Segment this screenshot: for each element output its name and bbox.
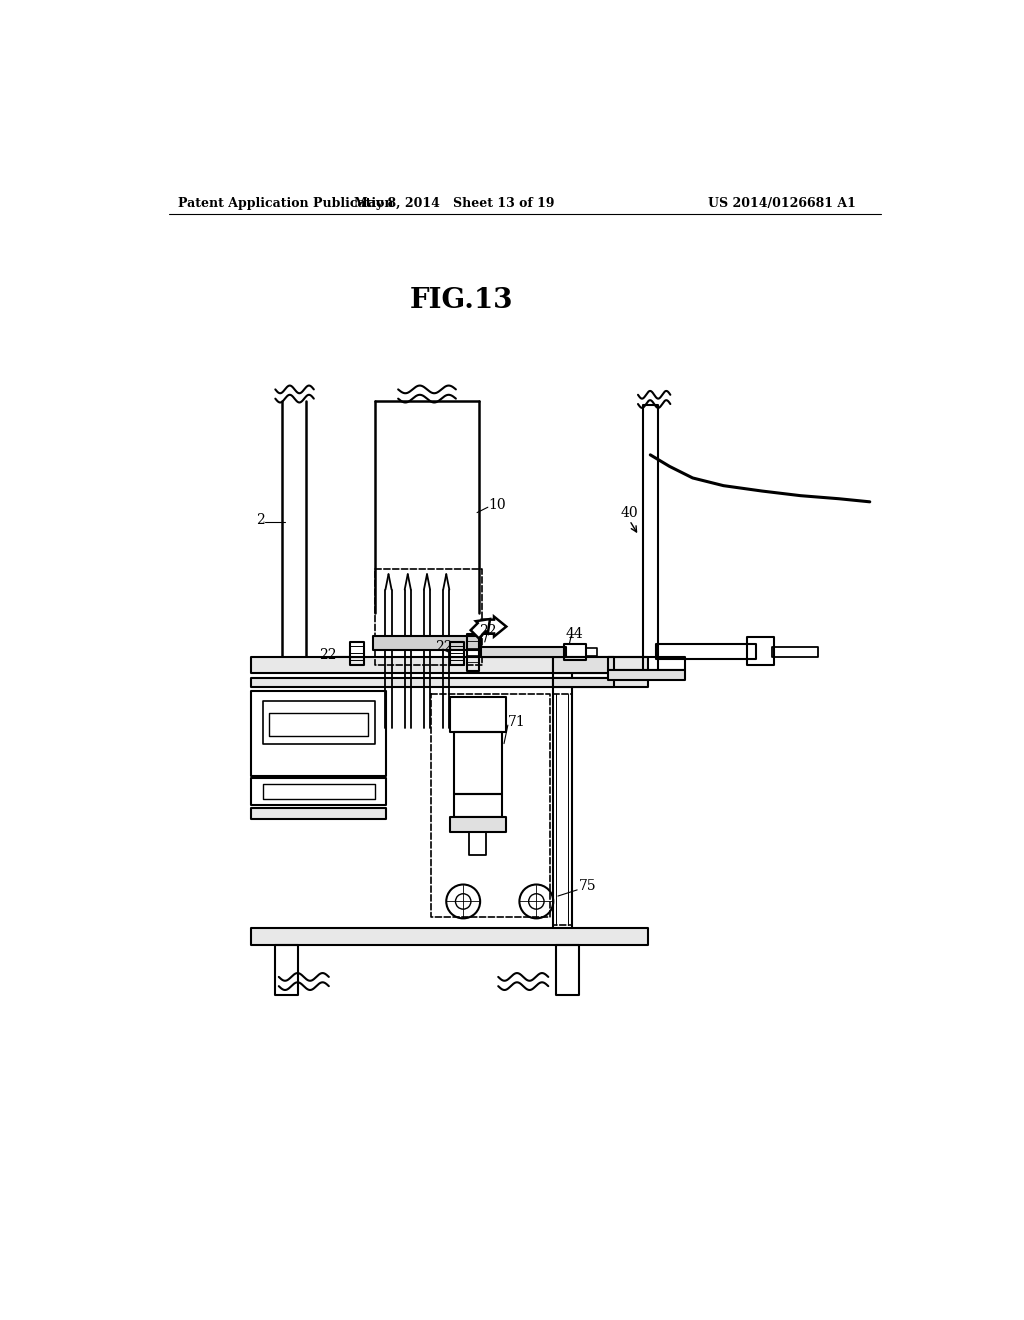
Text: 44: 44 xyxy=(565,627,584,642)
Bar xyxy=(553,657,614,673)
Bar xyxy=(269,713,368,737)
Text: 71: 71 xyxy=(508,715,525,729)
Bar xyxy=(553,693,571,924)
Text: 40: 40 xyxy=(621,506,639,520)
Text: 22: 22 xyxy=(319,648,337,663)
Text: FIG.13: FIG.13 xyxy=(410,288,513,314)
Bar xyxy=(252,678,648,688)
Bar xyxy=(556,945,579,995)
Bar xyxy=(252,808,386,818)
Text: 10: 10 xyxy=(488,498,506,512)
Text: US 2014/0126681 A1: US 2014/0126681 A1 xyxy=(708,197,856,210)
Bar xyxy=(252,928,648,945)
Text: 75: 75 xyxy=(579,879,596,894)
Bar xyxy=(772,647,818,657)
Bar xyxy=(451,817,506,832)
Text: May 8, 2014   Sheet 13 of 19: May 8, 2014 Sheet 13 of 19 xyxy=(353,197,554,210)
Bar xyxy=(373,636,481,649)
Bar xyxy=(553,678,614,688)
Text: 2: 2 xyxy=(256,513,265,527)
Bar xyxy=(643,405,658,678)
Bar xyxy=(608,657,685,669)
Bar xyxy=(454,793,502,817)
Bar xyxy=(252,692,386,776)
Bar xyxy=(467,635,479,671)
Bar xyxy=(275,945,298,995)
Bar xyxy=(481,647,565,657)
Text: 22: 22 xyxy=(479,624,497,638)
Bar xyxy=(608,671,685,680)
Bar xyxy=(586,648,597,656)
Bar xyxy=(655,644,756,659)
Bar xyxy=(350,642,364,665)
FancyArrow shape xyxy=(481,616,506,636)
Bar xyxy=(564,644,586,660)
FancyArrow shape xyxy=(471,619,490,639)
Text: 22: 22 xyxy=(435,640,453,655)
Bar xyxy=(454,733,502,793)
Text: Patent Application Publication: Patent Application Publication xyxy=(178,197,394,210)
Bar xyxy=(451,642,464,665)
Bar xyxy=(469,832,486,855)
Bar xyxy=(746,638,773,665)
Bar xyxy=(252,657,648,673)
Bar xyxy=(376,569,481,665)
Bar xyxy=(431,693,550,917)
Bar xyxy=(252,779,386,805)
Bar xyxy=(263,784,375,799)
Bar xyxy=(451,697,506,733)
Bar xyxy=(263,701,375,743)
